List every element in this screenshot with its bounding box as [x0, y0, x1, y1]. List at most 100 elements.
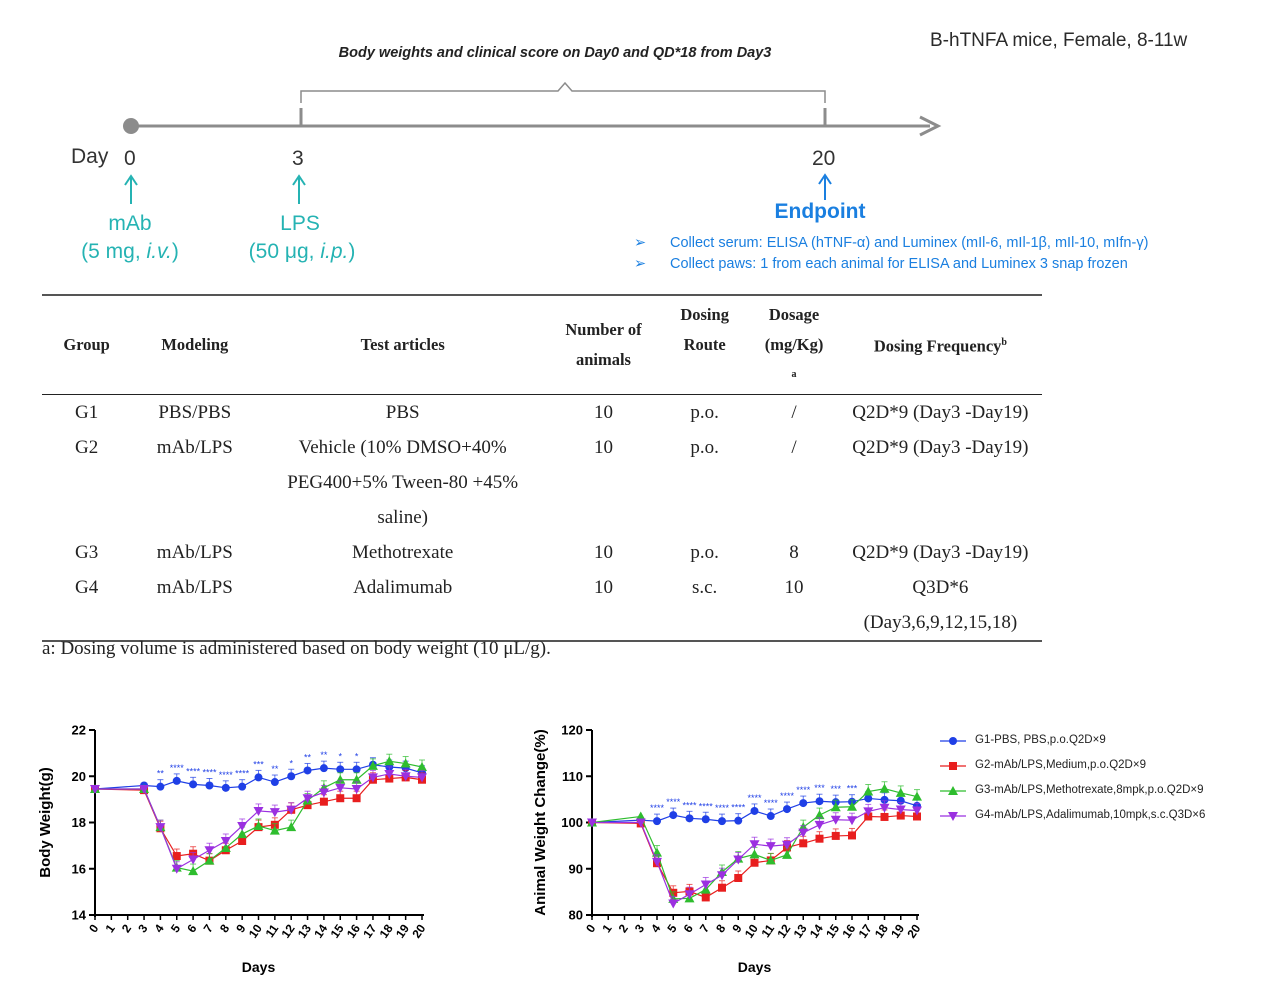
data-point — [367, 760, 378, 770]
significance-label: **** — [731, 803, 746, 813]
x-tick-label: 8 — [713, 921, 728, 935]
data-point — [700, 880, 711, 890]
series-triangle-down — [90, 766, 427, 874]
data-point — [879, 783, 890, 793]
significance-label: **** — [186, 766, 201, 776]
study-design-table: Group Modeling Test articles Number of an… — [42, 294, 1042, 642]
data-point — [238, 782, 247, 791]
x-tick-label: 7 — [201, 921, 216, 935]
data-point — [783, 805, 791, 814]
data-point — [238, 837, 247, 845]
data-point — [782, 849, 792, 859]
cell-modeling: mAb/LPS — [156, 542, 233, 563]
table-header-row: Group Modeling Test articles Number of an… — [42, 295, 1042, 395]
data-point — [879, 803, 890, 813]
data-point — [319, 797, 328, 806]
data-point — [895, 787, 906, 797]
significance-label: ** — [304, 752, 312, 762]
cell-frequency-line: Q3D*6 — [912, 577, 969, 598]
data-point — [352, 765, 361, 774]
x-tick-label: 3 — [632, 921, 647, 935]
data-point — [171, 864, 182, 874]
data-point — [253, 820, 264, 830]
data-point — [286, 822, 297, 832]
data-point — [303, 801, 312, 810]
data-point — [384, 769, 395, 779]
data-point — [948, 812, 958, 821]
cell-test-article-line: Methotrexate — [352, 542, 454, 563]
data-point — [913, 812, 921, 821]
y-tick-label: 110 — [562, 769, 583, 784]
data-point — [798, 828, 809, 838]
cell-test-article-line: PBS — [385, 402, 420, 423]
cell-frequency: Q3D*6 (Day3,6,9,12,15,18) — [839, 570, 1042, 641]
data-point — [90, 784, 100, 794]
data-point — [204, 846, 215, 856]
x-tick-label: 0 — [86, 921, 101, 935]
significance-label: **** — [796, 785, 811, 795]
data-point — [254, 773, 263, 782]
col-header-modeling: Modeling — [131, 295, 259, 395]
x-axis-label: Days — [738, 959, 772, 975]
data-point — [863, 807, 874, 817]
data-point — [864, 794, 873, 803]
data-point — [189, 780, 198, 789]
table-footnote: a: Dosing volume is administered based o… — [42, 638, 551, 659]
cell-modeling: PBS/PBS — [158, 402, 232, 423]
y-axis-label: Body Weight(g) — [37, 767, 54, 878]
data-point — [335, 783, 346, 793]
x-tick-label: 20 — [409, 921, 428, 940]
lps-dose: (50 μg, i.p.) — [248, 240, 356, 263]
data-point — [318, 788, 329, 798]
data-point — [814, 810, 825, 820]
data-point — [847, 816, 857, 826]
data-point — [669, 811, 678, 820]
data-point — [336, 794, 345, 803]
cell-dosage: 8 — [789, 542, 799, 563]
data-point — [336, 765, 345, 774]
data-point — [384, 756, 395, 766]
data-point — [734, 816, 743, 825]
cell-test-article: Methotrexate — [258, 535, 547, 570]
significance-label: **** — [235, 769, 250, 779]
data-point — [718, 883, 726, 892]
cell-test-article: Adalimumab — [258, 570, 547, 641]
data-point — [188, 866, 199, 876]
lps-label: LPS — [280, 212, 320, 235]
data-point — [733, 855, 744, 865]
data-point — [880, 812, 889, 821]
timeline-arrowhead — [919, 115, 942, 137]
data-point — [653, 817, 661, 826]
data-point — [237, 829, 248, 839]
chart-legend-markers — [940, 737, 966, 821]
timeline-start-dot — [123, 118, 139, 134]
data-point — [302, 794, 313, 804]
cell-test-article: Vehicle (10% DMSO+40% PEG400+5% Tween-80 … — [258, 430, 547, 535]
data-point — [253, 806, 264, 816]
data-point — [799, 839, 808, 848]
y-tick-label: 120 — [561, 723, 583, 738]
data-point — [880, 795, 889, 804]
significance-label: ** — [320, 750, 328, 760]
significance-label: **** — [780, 791, 795, 801]
significance-label: **** — [666, 797, 681, 807]
data-point — [417, 762, 427, 771]
x-tick-label: 1 — [599, 921, 614, 935]
y-tick-label: 90 — [569, 861, 583, 876]
legend-item-g1: G1-PBS, PBS,p.o.Q2D×9 — [975, 734, 1106, 746]
data-point — [319, 764, 328, 773]
data-point — [367, 773, 378, 783]
x-tick-label: 1 — [103, 921, 118, 935]
y-tick-label: 16 — [72, 861, 86, 876]
significance-label: **** — [699, 801, 714, 811]
data-point — [896, 811, 905, 820]
cell-number: 10 — [593, 577, 613, 598]
significance-label: *** — [253, 759, 264, 769]
data-point — [831, 831, 840, 840]
y-tick-label: 22 — [72, 723, 86, 738]
significance-label: **** — [747, 793, 762, 803]
data-point — [701, 893, 710, 902]
data-point — [652, 857, 662, 867]
y-tick-label: 80 — [569, 908, 583, 923]
